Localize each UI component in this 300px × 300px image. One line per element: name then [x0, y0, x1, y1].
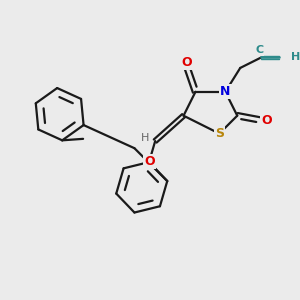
- Text: H: H: [291, 52, 300, 62]
- Text: O: O: [261, 114, 272, 127]
- Text: O: O: [181, 56, 192, 69]
- Text: N: N: [220, 85, 230, 98]
- Text: O: O: [144, 155, 155, 168]
- Text: S: S: [215, 127, 224, 140]
- Text: C: C: [256, 45, 264, 55]
- Text: H: H: [141, 133, 149, 143]
